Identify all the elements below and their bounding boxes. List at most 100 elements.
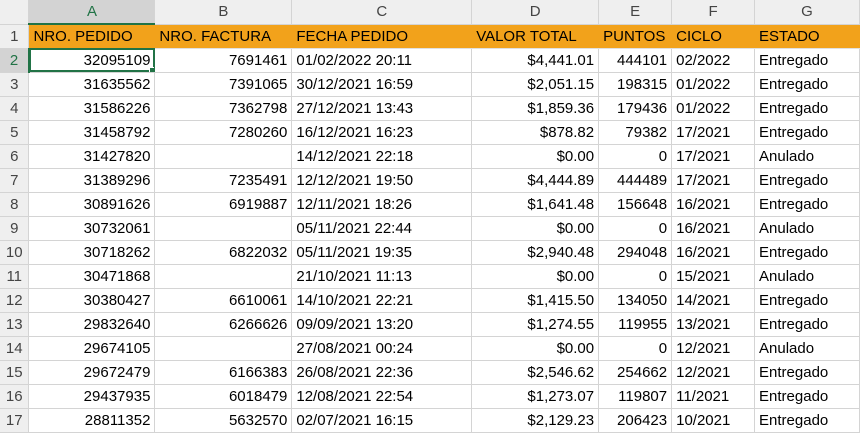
column-header-a[interactable]: A bbox=[28, 0, 156, 25]
cell-estado[interactable]: Entregado bbox=[754, 192, 860, 217]
row-number[interactable]: 8 bbox=[0, 192, 30, 217]
cell-fecha-pedido[interactable]: 30/12/2021 16:59 bbox=[291, 72, 473, 97]
cell-nro-pedido[interactable]: 30380427 bbox=[28, 288, 156, 313]
header-cell[interactable]: FECHA PEDIDO bbox=[291, 24, 473, 49]
cell-fecha-pedido[interactable]: 12/08/2021 22:54 bbox=[291, 384, 473, 409]
cell-estado[interactable]: Entregado bbox=[754, 288, 860, 313]
cell-puntos[interactable]: 0 bbox=[598, 264, 673, 289]
cell-nro-factura[interactable]: 6822032 bbox=[154, 240, 293, 265]
header-cell[interactable]: ESTADO bbox=[754, 24, 860, 49]
cell-estado[interactable]: Entregado bbox=[754, 72, 860, 97]
column-header-b[interactable]: B bbox=[154, 0, 293, 25]
cell-ciclo[interactable]: 17/2021 bbox=[671, 144, 756, 169]
cell-valor-total[interactable]: $2,546.62 bbox=[471, 360, 600, 385]
select-all-corner[interactable] bbox=[0, 0, 30, 25]
header-cell[interactable]: CICLO bbox=[671, 24, 756, 49]
cell-valor-total[interactable]: $1,273.07 bbox=[471, 384, 600, 409]
cell-ciclo[interactable]: 16/2021 bbox=[671, 216, 756, 241]
cell-fecha-pedido[interactable]: 01/02/2022 20:11 bbox=[291, 48, 473, 73]
cell-ciclo[interactable]: 16/2021 bbox=[671, 192, 756, 217]
cell-nro-pedido[interactable]: 30891626 bbox=[28, 192, 156, 217]
row-number[interactable]: 3 bbox=[0, 72, 30, 97]
cell-estado[interactable]: Entregado bbox=[754, 408, 860, 433]
cell-estado[interactable]: Anulado bbox=[754, 216, 860, 241]
cell-nro-pedido[interactable]: 30732061 bbox=[28, 216, 156, 241]
cell-puntos[interactable]: 156648 bbox=[598, 192, 673, 217]
cell-nro-factura[interactable] bbox=[154, 144, 293, 169]
cell-valor-total[interactable]: $4,441.01 bbox=[471, 48, 600, 73]
row-number[interactable]: 4 bbox=[0, 96, 30, 121]
row-number[interactable]: 11 bbox=[0, 264, 30, 289]
cell-nro-pedido[interactable]: 31586226 bbox=[28, 96, 156, 121]
row-number[interactable]: 13 bbox=[0, 312, 30, 337]
cell-valor-total[interactable]: $0.00 bbox=[471, 216, 600, 241]
row-number[interactable]: 15 bbox=[0, 360, 30, 385]
cell-nro-factura[interactable]: 7280260 bbox=[154, 120, 293, 145]
cell-nro-factura[interactable]: 6610061 bbox=[154, 288, 293, 313]
cell-puntos[interactable]: 119955 bbox=[598, 312, 673, 337]
cell-valor-total[interactable]: $2,051.15 bbox=[471, 72, 600, 97]
cell-ciclo[interactable]: 16/2021 bbox=[671, 240, 756, 265]
cell-estado[interactable]: Entregado bbox=[754, 384, 860, 409]
cell-fecha-pedido[interactable]: 14/10/2021 22:21 bbox=[291, 288, 473, 313]
cell-nro-factura[interactable]: 6166383 bbox=[154, 360, 293, 385]
cell-estado[interactable]: Entregado bbox=[754, 96, 860, 121]
cell-valor-total[interactable]: $2,940.48 bbox=[471, 240, 600, 265]
cell-nro-factura[interactable] bbox=[154, 336, 293, 361]
column-header-d[interactable]: D bbox=[471, 0, 600, 25]
cell-estado[interactable]: Anulado bbox=[754, 336, 860, 361]
cell-puntos[interactable]: 444101 bbox=[598, 48, 673, 73]
cell-nro-pedido[interactable]: 29672479 bbox=[28, 360, 156, 385]
cell-nro-pedido[interactable]: 30718262 bbox=[28, 240, 156, 265]
cell-estado[interactable]: Entregado bbox=[754, 240, 860, 265]
row-number[interactable]: 6 bbox=[0, 144, 30, 169]
cell-puntos[interactable]: 254662 bbox=[598, 360, 673, 385]
cell-puntos[interactable]: 206423 bbox=[598, 408, 673, 433]
cell-nro-pedido[interactable]: 32095109 bbox=[28, 48, 156, 73]
cell-fecha-pedido[interactable]: 27/08/2021 00:24 bbox=[291, 336, 473, 361]
row-number[interactable]: 17 bbox=[0, 408, 30, 433]
cell-valor-total[interactable]: $1,641.48 bbox=[471, 192, 600, 217]
cell-valor-total[interactable]: $1,859.36 bbox=[471, 96, 600, 121]
cell-nro-pedido[interactable]: 29832640 bbox=[28, 312, 156, 337]
cell-fecha-pedido[interactable]: 21/10/2021 11:13 bbox=[291, 264, 473, 289]
cell-valor-total[interactable]: $878.82 bbox=[471, 120, 600, 145]
cell-valor-total[interactable]: $2,129.23 bbox=[471, 408, 600, 433]
cell-valor-total[interactable]: $0.00 bbox=[471, 264, 600, 289]
row-number[interactable]: 5 bbox=[0, 120, 30, 145]
cell-valor-total[interactable]: $0.00 bbox=[471, 144, 600, 169]
cell-nro-factura[interactable]: 7362798 bbox=[154, 96, 293, 121]
cell-ciclo[interactable]: 02/2022 bbox=[671, 48, 756, 73]
cell-fecha-pedido[interactable]: 05/11/2021 19:35 bbox=[291, 240, 473, 265]
row-number[interactable]: 9 bbox=[0, 216, 30, 241]
cell-puntos[interactable]: 0 bbox=[598, 144, 673, 169]
row-number[interactable]: 2 bbox=[0, 48, 30, 73]
cell-ciclo[interactable]: 15/2021 bbox=[671, 264, 756, 289]
cell-puntos[interactable]: 119807 bbox=[598, 384, 673, 409]
cell-fecha-pedido[interactable]: 12/12/2021 19:50 bbox=[291, 168, 473, 193]
cell-estado[interactable]: Entregado bbox=[754, 360, 860, 385]
cell-valor-total[interactable]: $0.00 bbox=[471, 336, 600, 361]
cell-nro-pedido[interactable]: 31427820 bbox=[28, 144, 156, 169]
cell-nro-pedido[interactable]: 29674105 bbox=[28, 336, 156, 361]
cell-nro-factura[interactable]: 7235491 bbox=[154, 168, 293, 193]
cell-nro-pedido[interactable]: 31458792 bbox=[28, 120, 156, 145]
cell-fecha-pedido[interactable]: 02/07/2021 16:15 bbox=[291, 408, 473, 433]
row-number[interactable]: 1 bbox=[0, 24, 30, 49]
cell-puntos[interactable]: 179436 bbox=[598, 96, 673, 121]
cell-nro-factura[interactable]: 6266626 bbox=[154, 312, 293, 337]
cell-nro-factura[interactable]: 6018479 bbox=[154, 384, 293, 409]
header-cell[interactable]: VALOR TOTAL bbox=[471, 24, 600, 49]
cell-nro-factura[interactable]: 7391065 bbox=[154, 72, 293, 97]
cell-fecha-pedido[interactable]: 27/12/2021 13:43 bbox=[291, 96, 473, 121]
cell-fecha-pedido[interactable]: 16/12/2021 16:23 bbox=[291, 120, 473, 145]
cell-valor-total[interactable]: $1,415.50 bbox=[471, 288, 600, 313]
cell-ciclo[interactable]: 17/2021 bbox=[671, 120, 756, 145]
cell-puntos[interactable]: 444489 bbox=[598, 168, 673, 193]
row-number[interactable]: 14 bbox=[0, 336, 30, 361]
cell-nro-pedido[interactable]: 31635562 bbox=[28, 72, 156, 97]
cell-ciclo[interactable]: 01/2022 bbox=[671, 96, 756, 121]
row-number[interactable]: 10 bbox=[0, 240, 30, 265]
cell-valor-total[interactable]: $4,444.89 bbox=[471, 168, 600, 193]
cell-fecha-pedido[interactable]: 14/12/2021 22:18 bbox=[291, 144, 473, 169]
